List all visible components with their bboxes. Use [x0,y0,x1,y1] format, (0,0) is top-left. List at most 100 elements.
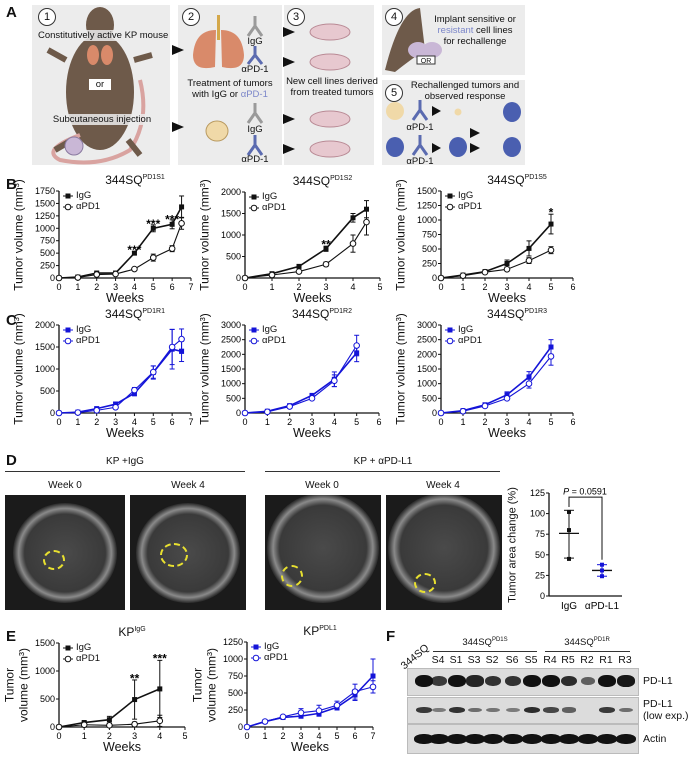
y-tick-label: 500 [422,393,437,403]
y-tick-label: 125 [530,488,545,498]
x-tick-label: 1 [75,417,80,427]
data-point [131,720,138,728]
series-line [440,249,552,279]
y-tick-label: 1000 [221,230,241,240]
data-point [149,368,157,376]
data-point [600,574,604,579]
igg-label: IgG [247,36,263,47]
blot-label-pdl1: PD-L1 [643,675,673,687]
x-tick-label: 4 [132,417,137,427]
panel-label-b: B [6,176,17,193]
y-tick-label: 1000 [35,223,55,233]
title-sup: PD1S2 [330,175,353,182]
blot-band [414,734,434,744]
x-tick-label: 1 [460,282,465,292]
y-tick-label: 750 [422,230,437,240]
x-category-label: αPD-L1 [585,601,620,612]
title-sup: PD1R3 [524,308,547,315]
significance-stars: *** [146,217,160,231]
y-tick-label: 0 [236,273,241,283]
title-base: KP [118,625,135,639]
blot-band [543,707,559,713]
legend-marker [64,337,72,345]
lane-label: R4 [543,654,557,666]
x-tick-label: 0 [242,417,247,427]
data-point [525,380,533,387]
data-point [80,721,88,729]
y-tick-label: 75 [535,529,545,539]
x-axis-label: Weeks [106,426,144,440]
data-point [178,220,185,227]
chart-title: 344SQPD1S2 [293,174,353,188]
ct-group2-line [265,471,500,472]
legend-label: αPD1 [264,652,288,663]
blot-band [597,734,617,744]
blot-band [504,675,522,687]
apd1-label-2: αPD-1 [241,154,269,165]
x-axis-label: Weeks [103,740,141,754]
legend-label: IgG [76,190,92,201]
x-tick-label: 2 [296,282,301,292]
blot-label-pdl1-low: PD-L1 (low exp.) [643,698,689,722]
y-tick-label: 1500 [221,209,241,219]
blot-band [486,707,500,713]
data-point [106,722,113,729]
blot-band [447,734,467,744]
lane-label: S1 [449,654,463,666]
data-point [567,509,571,514]
step5-line1: Rechallenged tumors and [410,80,520,91]
blot-strip-pdl1 [407,668,639,696]
y-tick-label: 1000 [417,379,437,389]
tumor-outline [414,573,436,593]
y-tick-label: 0 [540,591,545,601]
data-point [600,568,604,573]
data-point [504,392,510,398]
significance-stars: *** [153,652,167,666]
step1-text-bottom: Subcutaneous injection [52,114,152,125]
series-igg [56,195,185,281]
lane-label: S6 [505,654,519,666]
legend-marker [252,654,260,662]
data-point [504,261,510,266]
legend-label: αPD1 [458,201,482,212]
x-tick-label: 3 [298,731,303,741]
label-line1: PD-L1 [643,698,673,710]
y-tick-label: 0 [432,273,437,283]
x-tick-label: 2 [482,282,487,292]
chart-title: 344SQPD1S5 [487,173,547,187]
blot-band [503,734,523,744]
igg-antibody-icon-2 [246,103,264,124]
data-point [526,245,532,251]
y-tick-label: 3000 [417,320,437,330]
x-tick-label: 6 [376,417,381,427]
chart-title: 344SQPD1R2 [292,307,352,321]
legend-marker [250,337,258,345]
x-tick-label: 5 [151,282,156,292]
y-tick-label: 2500 [221,335,241,345]
p-value: = 0.0591 [569,487,607,497]
tumor-icon [205,120,229,142]
data-point [74,274,82,281]
blot-band [598,706,616,714]
petri-dish-icons [309,23,351,158]
data-point [55,409,63,417]
step-number-1: 1 [38,8,56,26]
data-point [149,254,157,261]
ct-image [386,495,502,610]
chart-E2: 0 250 500 750 1000 1250 0 1 2 3 4 5 6 7 [223,637,377,741]
ct-group1-line [5,471,245,472]
series-line [244,221,367,279]
chart-title: KPIgG [118,625,145,639]
data-point [264,408,271,416]
legend-label: αPD1 [262,335,286,346]
x-category-label: IgG [561,601,577,612]
legend-label: IgG [458,190,474,201]
data-point [179,348,185,354]
blot-band [506,707,520,713]
title-base: 344SQ [487,307,525,321]
x-tick-label: 0 [56,282,61,292]
legend-marker [253,644,259,650]
y-tick-label: 500 [40,386,55,396]
legend-marker [251,327,257,333]
